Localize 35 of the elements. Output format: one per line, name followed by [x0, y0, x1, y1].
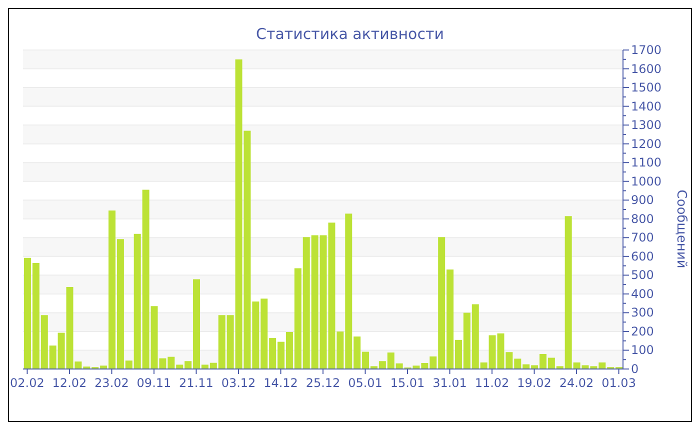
- x-tick-label: 21.11: [179, 376, 214, 390]
- chart-title: Статистика активности: [255, 25, 445, 43]
- x-tick-label: 24.02: [559, 376, 594, 390]
- y2-tick-label: 1100: [631, 156, 662, 170]
- y2-tick-label: 100: [631, 343, 654, 358]
- y2-tick-label: 1000: [631, 174, 662, 188]
- y2-tick-label: 600: [631, 249, 654, 264]
- x-tick-label: 31.01: [432, 376, 467, 390]
- y2-tick-label: 400: [631, 286, 654, 301]
- x-tick-label: 11.02: [474, 376, 510, 390]
- y2-tick-label: 200: [631, 324, 654, 338]
- y2-axis-title: Сообщений: [674, 190, 688, 268]
- y2-tick-label: 1700: [631, 43, 662, 57]
- x-tick-label: 09.11: [136, 376, 172, 390]
- y2-tick-label: 1500: [631, 80, 662, 95]
- y2-tick-label: 0: [631, 362, 639, 376]
- y2-tick-label: 900: [631, 193, 654, 208]
- x-tick-label: 05.01: [348, 376, 382, 390]
- y2-tick-label: 1300: [631, 118, 662, 132]
- y2-tick-label: 1200: [631, 136, 662, 151]
- y2-tick-label: 500: [631, 268, 654, 282]
- x-tick-label: 03.12: [221, 376, 256, 390]
- y2-tick-label: 800: [631, 212, 654, 226]
- x-tick-label: 02.02: [10, 376, 44, 390]
- y2-tick-label: 1600: [631, 62, 662, 76]
- y2-tick-label: 700: [631, 230, 654, 245]
- x-tick-label: 19.02: [517, 376, 552, 390]
- x-tick-label: 12.02: [52, 376, 87, 390]
- x-tick-label: 25.12: [306, 376, 340, 390]
- x-tick-label: 01.03: [602, 376, 636, 390]
- x-tick-label: 23.02: [94, 376, 129, 390]
- y2-tick-label: 1400: [631, 99, 662, 114]
- x-tick-label: 14.12: [264, 376, 298, 390]
- x-tick-label: 15.01: [390, 376, 425, 390]
- y2-tick-label: 300: [631, 306, 654, 320]
